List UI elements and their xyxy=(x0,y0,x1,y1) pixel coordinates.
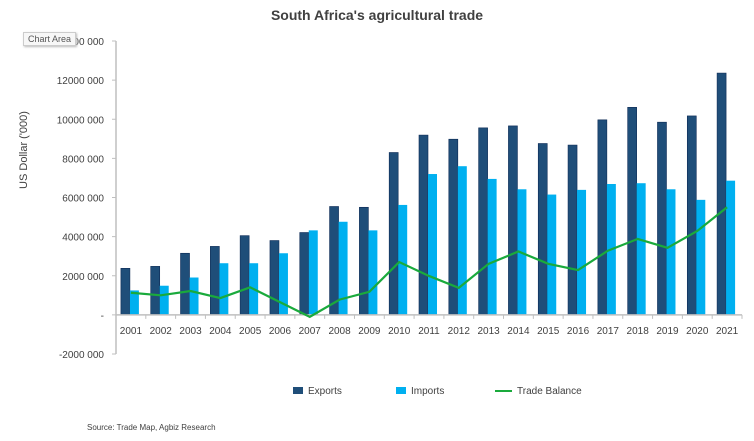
bar-exports xyxy=(716,72,727,316)
bar-imports xyxy=(428,174,437,315)
source-note: Source: Trade Map, Agbiz Research xyxy=(87,423,216,432)
bar-imports xyxy=(726,180,736,315)
x-tick-label: 2020 xyxy=(686,326,709,337)
x-tick-label: 2017 xyxy=(597,326,620,337)
legend-swatch-exports xyxy=(293,387,303,394)
y-axis-label: US Dollar ('000) xyxy=(18,111,30,189)
bar-exports xyxy=(329,206,339,316)
x-tick-label: 2018 xyxy=(627,326,650,337)
bar-exports xyxy=(388,152,399,316)
y-tick-label: 4000 000 xyxy=(62,233,104,244)
bar-imports xyxy=(487,178,497,315)
x-tick-label: 2019 xyxy=(656,326,679,337)
chart-title: South Africa's agricultural trade xyxy=(271,7,483,23)
bar-imports xyxy=(636,183,646,315)
bar-imports xyxy=(159,285,169,315)
x-tick-label: 2009 xyxy=(358,326,381,337)
y-tick-label: 10000 000 xyxy=(57,115,105,126)
x-tick-label: 2001 xyxy=(120,326,143,337)
y-tick-label: 6000 000 xyxy=(62,194,104,205)
x-axis: 2001 2002 2003 2004 2005 2006 2007 2008 2009 2010… xyxy=(116,314,743,337)
bar-exports xyxy=(508,125,518,316)
x-tick-label: 2011 xyxy=(418,326,440,337)
x-tick-label: 2003 xyxy=(179,326,202,337)
legend: Exports Imports Trade Balance xyxy=(293,386,582,397)
x-tick-label: 2002 xyxy=(150,326,173,337)
bar-imports xyxy=(308,230,318,315)
x-tick-label: 2012 xyxy=(448,326,471,337)
x-tick-label: 2013 xyxy=(477,326,500,337)
legend-label-exports: Exports xyxy=(308,386,342,397)
bar-imports xyxy=(189,277,199,315)
bar-exports xyxy=(210,246,220,316)
bar-exports xyxy=(418,134,429,316)
bar-imports xyxy=(666,189,676,315)
bar-imports xyxy=(338,221,348,315)
x-tick-label: 2016 xyxy=(567,326,590,337)
bar-imports xyxy=(457,166,467,315)
x-tick-label: 2004 xyxy=(209,326,232,337)
y-tick-label: 14000 000 xyxy=(57,37,105,48)
bar-exports xyxy=(597,119,608,316)
bar-exports xyxy=(269,240,280,316)
bar-exports xyxy=(567,144,578,316)
bar-exports xyxy=(686,115,697,316)
bar-imports xyxy=(278,253,288,315)
x-tick-label: 2008 xyxy=(328,326,351,337)
bar-exports xyxy=(120,268,131,316)
bar-imports xyxy=(547,194,557,315)
x-tick-label: 2005 xyxy=(239,326,262,337)
bar-imports xyxy=(398,204,408,315)
y-tick-label: -2000 000 xyxy=(59,350,104,361)
y-tick-label: 12000 000 xyxy=(57,76,105,87)
bar-imports xyxy=(577,189,587,315)
x-tick-label: 2015 xyxy=(537,326,560,337)
bar-exports xyxy=(537,143,548,316)
bar-exports xyxy=(448,138,459,316)
bar-exports xyxy=(239,235,250,316)
bar-exports xyxy=(359,206,369,316)
x-tick-label: 2010 xyxy=(388,326,411,337)
bar-imports xyxy=(219,263,229,315)
bar-exports xyxy=(180,252,190,316)
bar-imports xyxy=(129,290,139,315)
bar-exports xyxy=(478,127,488,316)
bar-exports xyxy=(657,121,667,316)
x-tick-label: 2014 xyxy=(507,326,530,337)
bar-exports xyxy=(150,266,161,316)
trade-balance-line xyxy=(130,206,728,319)
legend-label-imports: Imports xyxy=(411,386,444,397)
y-tick-label: 8000 000 xyxy=(62,154,104,165)
x-tick-label: 2006 xyxy=(269,326,292,337)
trade-balance-polyline xyxy=(130,206,728,319)
y-tick-label: - xyxy=(101,311,104,322)
bar-exports xyxy=(627,107,637,316)
legend-swatch-imports xyxy=(396,387,406,394)
chart-area-tooltip: Chart Area xyxy=(23,32,77,46)
x-tick-label: 2021 xyxy=(716,326,739,337)
x-tick-label: 2007 xyxy=(299,326,322,337)
bar-imports xyxy=(696,199,706,315)
legend-label-trade-balance: Trade Balance xyxy=(517,386,582,397)
bar-exports xyxy=(299,232,310,316)
bars xyxy=(120,72,736,316)
bar-imports xyxy=(368,230,378,315)
y-tick-label: 2000 000 xyxy=(62,272,104,283)
